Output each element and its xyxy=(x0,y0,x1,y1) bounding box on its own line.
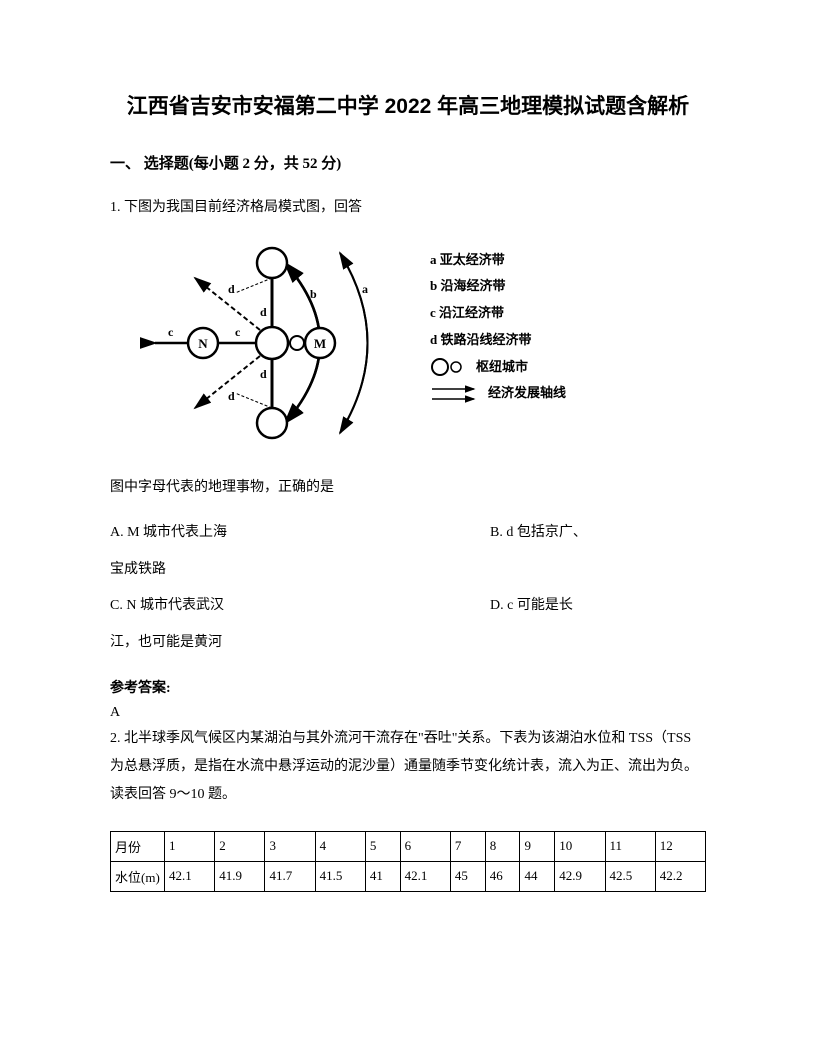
svg-text:c: c xyxy=(168,325,174,339)
table-cell: 42.1 xyxy=(165,861,215,891)
table-cell: 42.5 xyxy=(605,861,655,891)
table-cell: 46 xyxy=(485,861,520,891)
option-a: A. M 城市代表上海 xyxy=(110,518,490,549)
table-cell: 6 xyxy=(400,831,450,861)
table-cell: 2 xyxy=(215,831,265,861)
q1-sub-prompt: 图中字母代表的地理事物，正确的是 xyxy=(110,476,706,496)
svg-text:b: b xyxy=(310,287,317,301)
table-cell: 12 xyxy=(655,831,705,861)
answer-value: A xyxy=(110,705,706,721)
table-cell: 42.1 xyxy=(400,861,450,891)
q2-text: 2. 北半球季风气候区内某湖泊与其外流河干流存在"吞吐"关系。下表为该湖泊水位和… xyxy=(110,725,706,809)
option-b-cont: 宝成铁路 xyxy=(110,555,166,586)
legend-a: a 亚太经济带 xyxy=(430,248,505,273)
option-b: B. d 包括京广、 xyxy=(490,518,706,549)
table-cell: 月份 xyxy=(111,831,165,861)
legend-hub: 枢纽城市 xyxy=(476,355,528,380)
svg-text:d: d xyxy=(260,305,267,319)
table-cell: 9 xyxy=(520,831,555,861)
diagram-legend: a 亚太经济带 b 沿海经济带 c 沿江经济带 d 铁路沿线经济带 枢纽城市 经… xyxy=(430,238,566,408)
svg-text:N: N xyxy=(198,336,208,351)
hub-city-icon xyxy=(430,358,468,376)
table-cell: 42.2 xyxy=(655,861,705,891)
section-header: 一、 选择题(每小题 2 分，共 52 分) xyxy=(110,152,706,173)
option-c: C. N 城市代表武汉 xyxy=(110,591,490,622)
water-level-table: 月份 1 2 3 4 5 6 7 8 9 10 11 12 水位(m) 42.1… xyxy=(110,831,706,892)
option-d-cont: 江，也可能是黄河 xyxy=(110,628,222,659)
svg-text:M: M xyxy=(314,336,326,351)
table-cell: 45 xyxy=(450,861,485,891)
table-cell: 10 xyxy=(555,831,605,861)
legend-d: d 铁路沿线经济带 xyxy=(430,328,531,353)
table-row-header: 月份 1 2 3 4 5 6 7 8 9 10 11 12 xyxy=(111,831,706,861)
table-cell: 41 xyxy=(365,861,400,891)
answer-label: 参考答案: xyxy=(110,677,706,697)
svg-text:a: a xyxy=(362,282,368,296)
table-cell: 42.9 xyxy=(555,861,605,891)
q1-prompt: 1. 下图为我国目前经济格局模式图，回答 xyxy=(110,195,706,220)
legend-b: b 沿海经济带 xyxy=(430,274,505,299)
legend-c: c 沿江经济带 xyxy=(430,301,504,326)
table-cell: 8 xyxy=(485,831,520,861)
svg-text:d: d xyxy=(228,282,235,296)
option-d: D. c 可能是长 xyxy=(490,591,706,622)
diagram-container: N M c c d d d d b a a 亚太经济带 b 沿海经济带 c 沿江… xyxy=(140,238,706,448)
table-cell: 41.5 xyxy=(315,861,365,891)
table-cell: 41.9 xyxy=(215,861,265,891)
table-cell: 4 xyxy=(315,831,365,861)
legend-axis: 经济发展轴线 xyxy=(488,381,566,406)
table-cell: 5 xyxy=(365,831,400,861)
axis-icon xyxy=(430,383,480,405)
svg-text:c: c xyxy=(235,325,241,339)
svg-text:d: d xyxy=(260,367,267,381)
table-cell: 水位(m) xyxy=(111,861,165,891)
table-cell: 44 xyxy=(520,861,555,891)
table-cell: 41.7 xyxy=(265,861,315,891)
svg-text:d: d xyxy=(228,389,235,403)
economic-pattern-diagram: N M c c d d d d b a xyxy=(140,238,400,448)
table-cell: 1 xyxy=(165,831,215,861)
table-cell: 7 xyxy=(450,831,485,861)
table-row-data: 水位(m) 42.1 41.9 41.7 41.5 41 42.1 45 46 … xyxy=(111,861,706,891)
table-cell: 3 xyxy=(265,831,315,861)
table-cell: 11 xyxy=(605,831,655,861)
exam-title: 江西省吉安市安福第二中学 2022 年高三地理模拟试题含解析 xyxy=(110,90,706,124)
